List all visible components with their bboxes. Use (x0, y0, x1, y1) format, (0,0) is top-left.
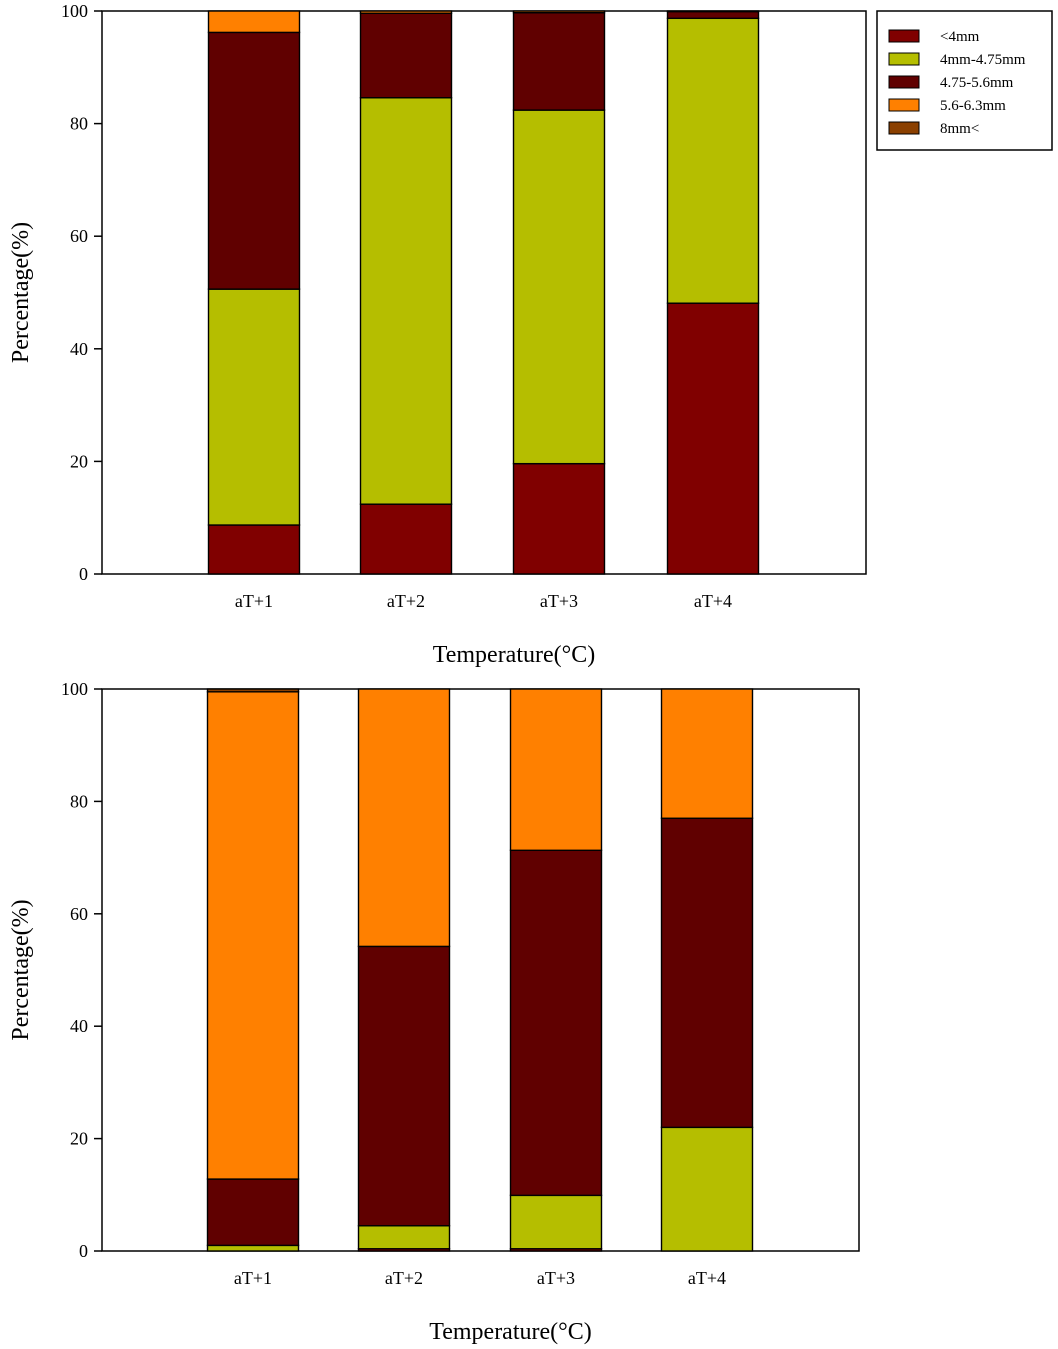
x-tick-label: aT+1 (235, 591, 273, 611)
bar-segment (206, 691, 300, 1180)
legend: <4mm 4mm-4.75mm 4.75-5.6mm 5.6-6.3mm 8mm< (876, 10, 1053, 151)
bar-segment (660, 817, 754, 1129)
y-tick-label: 80 (70, 114, 88, 134)
y-axis-title: Percentage(%) (8, 899, 34, 1040)
x-tick-label: aT+3 (540, 591, 578, 611)
bar-segment (666, 10, 760, 20)
bar-segment (512, 109, 606, 465)
bar-segment (660, 688, 754, 819)
legend-label: 4.75-5.6mm (940, 75, 1014, 91)
bar-segment (357, 1225, 451, 1250)
y-tick-label: 0 (79, 1241, 88, 1261)
bar-segment (512, 11, 606, 111)
bar-segment (207, 31, 301, 290)
bar-segment (509, 1194, 603, 1250)
bar-segment (666, 302, 760, 575)
bar-segment (359, 97, 453, 505)
legend-label: 8mm< (940, 121, 979, 137)
y-axis-title: Percentage(%) (8, 222, 34, 363)
bar-segment (359, 503, 453, 575)
bar-segment (666, 17, 760, 304)
legend-swatch (888, 52, 920, 66)
bar-segment (357, 945, 451, 1227)
x-tick-label: aT+4 (688, 1268, 726, 1288)
bar-segment (660, 1126, 754, 1252)
bar-segment (206, 1178, 300, 1247)
y-tick-label: 40 (70, 1016, 88, 1036)
x-tick-label: aT+2 (385, 1268, 423, 1288)
x-tick-label: aT+4 (694, 591, 732, 611)
x-tick-label: aT+2 (387, 591, 425, 611)
bar-segment (509, 849, 603, 1197)
y-tick-label: 0 (79, 564, 88, 584)
chart-top: 0 20 40 60 80 100 aT+1 aT+2 aT+3 aT+4 Temperature(… (8, 1, 867, 668)
bar-segment (207, 10, 301, 34)
y-tick-label: 100 (61, 679, 88, 699)
legend-swatch (888, 98, 920, 112)
y-tick-label: 80 (70, 791, 88, 811)
bar-segment (512, 10, 606, 14)
x-axis-title: Temperature(°C) (433, 642, 596, 668)
chart-bottom: 0 20 40 60 80 100 aT+1 aT+2 aT+3 aT+4 Temperature(… (8, 679, 860, 1345)
legend-swatch (888, 75, 920, 89)
y-tick-label: 20 (70, 1129, 88, 1149)
bar-segment (207, 524, 301, 575)
y-tick-label: 20 (70, 451, 88, 471)
x-tick-label: aT+3 (537, 1268, 575, 1288)
legend-swatch (888, 29, 920, 43)
bar-segment (357, 688, 451, 948)
x-tick-label: aT+1 (234, 1268, 272, 1288)
legend-label: 5.6-6.3mm (940, 98, 1006, 114)
bar-segment (666, 10, 760, 13)
legend-swatch (888, 121, 920, 135)
bar-segment (207, 288, 301, 526)
bar-segment (512, 462, 606, 575)
bar-segment (509, 688, 603, 851)
legend-label: 4mm-4.75mm (940, 52, 1026, 68)
bar-segment (359, 10, 453, 14)
legend-label: <4mm (940, 29, 980, 45)
y-tick-label: 40 (70, 339, 88, 359)
bar-segment (206, 1244, 300, 1252)
y-tick-label: 60 (70, 226, 88, 246)
bar-segment (359, 12, 453, 99)
y-tick-label: 60 (70, 904, 88, 924)
y-tick-label: 100 (61, 1, 88, 21)
x-axis-title: Temperature(°C) (429, 1319, 592, 1345)
bar-segment (206, 688, 300, 693)
